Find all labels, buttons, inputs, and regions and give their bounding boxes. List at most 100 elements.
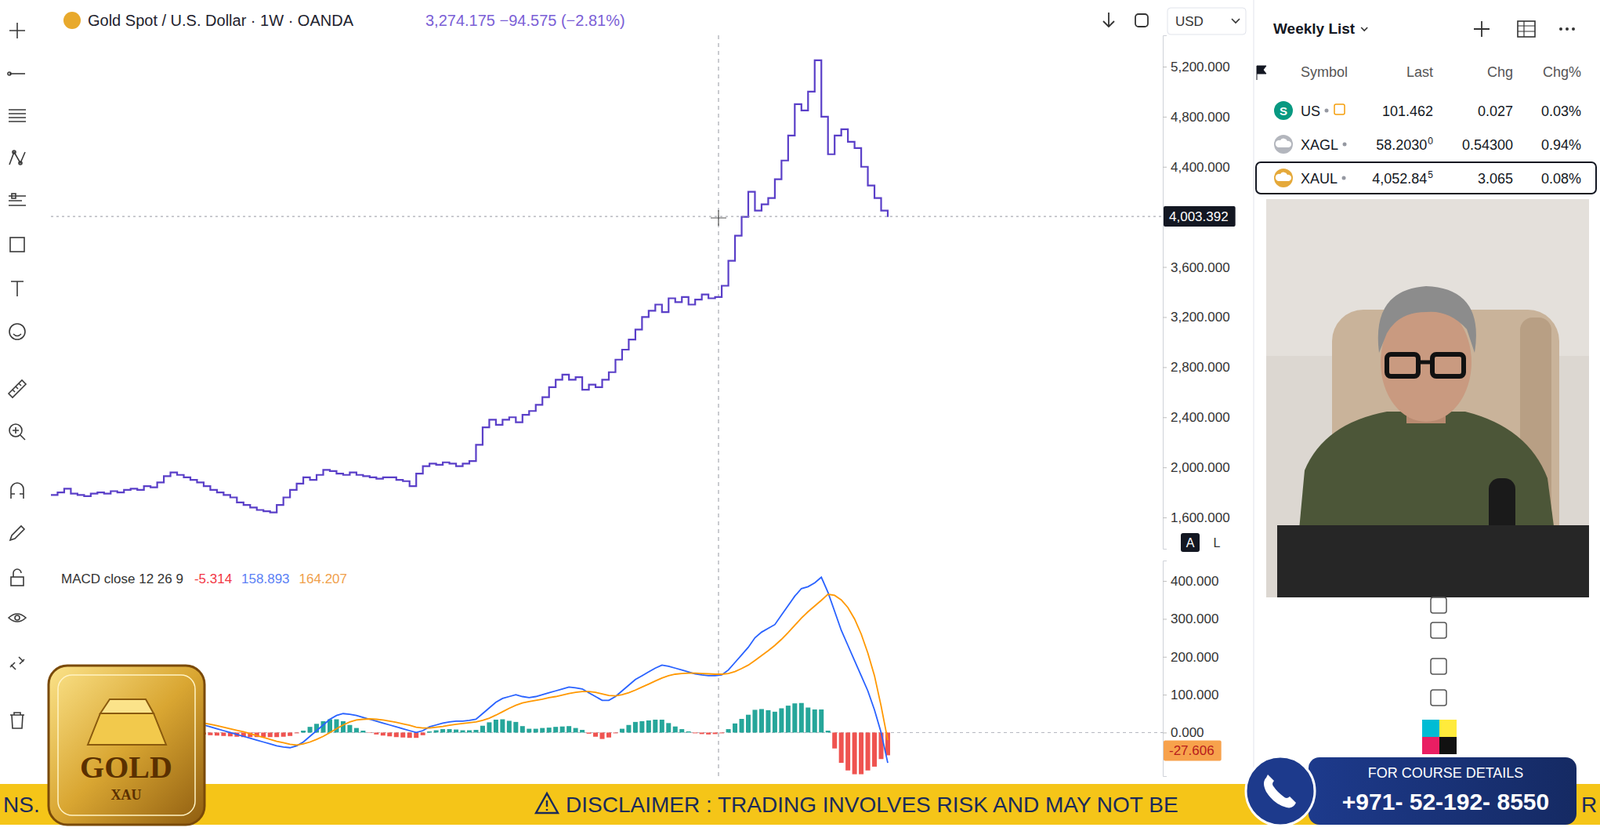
tool-icon[interactable] [1430, 658, 1447, 674]
histogram-bar [420, 731, 426, 735]
tool-icon[interactable] [1430, 597, 1447, 613]
tool-icon[interactable] [10, 712, 25, 728]
row-icon-letter: S [1279, 104, 1288, 118]
histogram-bar [812, 709, 818, 732]
histogram-bar [865, 731, 871, 770]
contact-phone: +971- 52-192- 8550 [1342, 788, 1550, 815]
phone-icon [1263, 774, 1296, 808]
histogram-bar [307, 726, 313, 732]
replay-icon[interactable] [1135, 14, 1148, 27]
y-axis: 1,600.0002,000.0002,400.0002,800.0003,20… [1162, 36, 1231, 550]
row-highlight [1256, 162, 1597, 194]
histogram-bar [752, 709, 757, 732]
histogram-bar [858, 731, 864, 774]
histogram-bar [666, 722, 671, 732]
histogram-bar [566, 725, 572, 732]
hair [1378, 285, 1477, 353]
add-icon[interactable] [1473, 21, 1490, 37]
tool-icon[interactable] [9, 22, 26, 39]
histogram-bar [785, 705, 791, 732]
histogram-bar [480, 725, 486, 733]
tool-icon[interactable] [7, 72, 26, 76]
menu-dot[interactable] [1559, 27, 1563, 31]
histogram-bar [726, 728, 732, 732]
price-plot [50, 60, 1163, 513]
scale-button[interactable]: A [1186, 535, 1195, 550]
histogram-bar [713, 731, 718, 734]
dropdown-chevron [1231, 18, 1240, 23]
menu-dot[interactable] [1571, 27, 1575, 31]
tool-icon[interactable] [8, 193, 26, 206]
tick-mark [1162, 116, 1167, 118]
histogram-bar [367, 731, 373, 733]
row-last: 4,052.84 [1371, 170, 1427, 187]
tool-icon[interactable] [8, 613, 26, 622]
row-last-sup: 5 [1427, 169, 1434, 181]
webcam-bg [1266, 199, 1590, 598]
panel-border [1253, 0, 1255, 784]
histogram-bar [805, 707, 811, 733]
value-box-label: -27.606 [1169, 742, 1215, 758]
histogram-bar [360, 730, 366, 732]
tool-icon[interactable] [10, 525, 25, 540]
download-icon[interactable] [1103, 12, 1115, 27]
row-symbol[interactable]: US [1300, 103, 1321, 120]
tick-mark [1162, 66, 1167, 68]
histogram-bar [586, 731, 592, 733]
indicator-readout: 164.207 [299, 571, 348, 587]
ticker-text: DISCLAIMER : TRADING INVOLVES RISK AND M… [565, 792, 1179, 817]
tool-icon[interactable] [8, 380, 26, 398]
tick: 2,400.000 [1162, 409, 1231, 425]
watchlist-title[interactable]: Weekly List [1273, 20, 1356, 37]
laptop [1277, 524, 1590, 598]
layout-icon[interactable] [1517, 21, 1535, 37]
tick: 4,400.000 [1162, 159, 1231, 175]
currency-box[interactable] [1167, 7, 1246, 35]
tick-label: 4,800.000 [1170, 109, 1231, 125]
icon [12, 427, 26, 440]
ticker-text: R [1581, 792, 1597, 817]
tick: 400.000 [1162, 573, 1219, 589]
tool-icon[interactable] [10, 568, 24, 586]
menu-dot[interactable] [1565, 27, 1569, 31]
scale-button-bg[interactable] [1180, 532, 1200, 552]
tool-icon[interactable] [10, 281, 24, 297]
histogram-bar [340, 720, 346, 732]
tool-icon[interactable] [9, 423, 26, 440]
macd-line [203, 593, 888, 745]
histogram-bar [792, 702, 797, 732]
scale-button[interactable]: L [1213, 535, 1221, 550]
tool-icon[interactable] [9, 323, 26, 340]
histogram-bar [560, 726, 565, 733]
histogram-bar [473, 729, 478, 732]
tool-icon[interactable] [9, 150, 26, 165]
tool-icon[interactable] [10, 482, 24, 499]
tool-icon[interactable] [8, 109, 26, 122]
histogram-bar [493, 719, 499, 732]
row-symbol[interactable]: XAGL [1300, 137, 1339, 153]
histogram-bar [885, 731, 891, 755]
histogram-bar [839, 731, 844, 763]
logo-bg [48, 665, 205, 825]
row-symbol[interactable]: XAUL [1300, 170, 1338, 187]
badge-bg [1308, 756, 1577, 825]
row-last-sup: 0 [1427, 135, 1434, 147]
histogram-bar [692, 731, 698, 734]
glasses-left [1386, 354, 1419, 377]
gold-bar-top [100, 698, 154, 714]
tool-icon[interactable] [1430, 622, 1447, 638]
tool-icon[interactable] [10, 656, 25, 670]
icon [8, 613, 26, 622]
value-box-bg [1163, 739, 1222, 761]
histogram-bar [333, 719, 339, 733]
histogram-bar [745, 714, 751, 733]
histogram-bar [732, 723, 738, 733]
tool-icon[interactable] [10, 237, 25, 252]
histogram-bar [434, 730, 439, 733]
panel-bg [1253, 0, 1600, 784]
histogram-bar [440, 728, 446, 732]
warning-icon [535, 792, 558, 813]
chart-subtitle: 3,274.175 −94.575 (−2.81%) [425, 11, 626, 29]
tool-icon[interactable] [1430, 689, 1447, 706]
value-box: -27.606 [1163, 739, 1222, 761]
